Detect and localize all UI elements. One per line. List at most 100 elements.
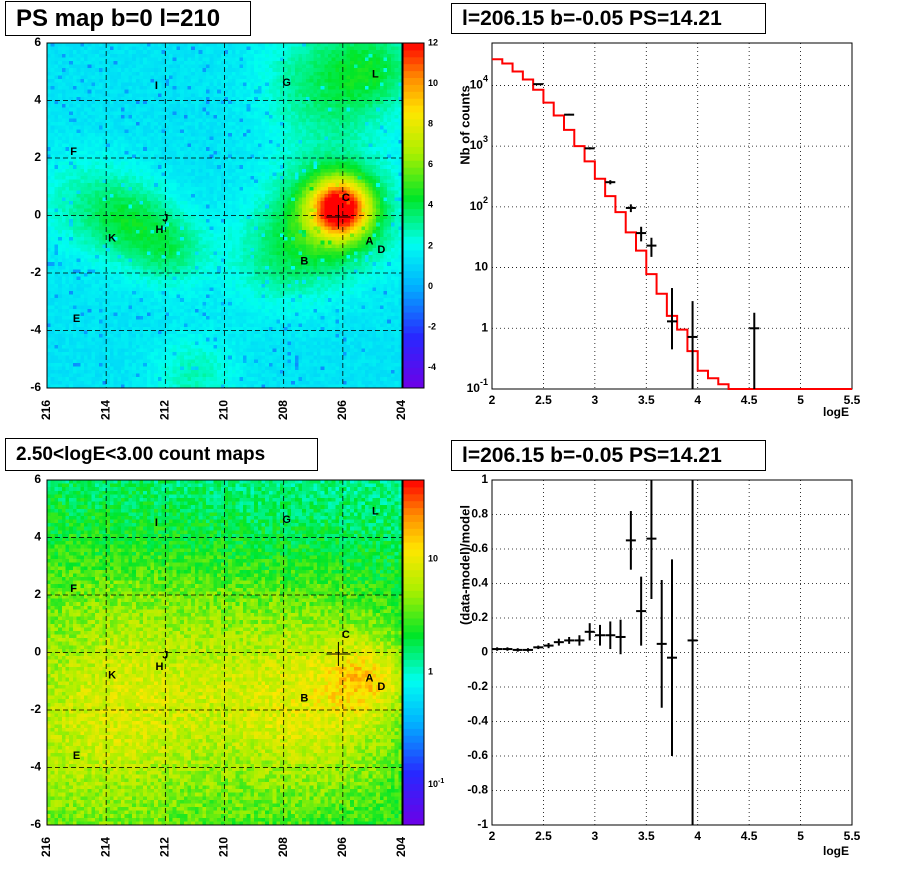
source-label-J: J bbox=[162, 212, 168, 224]
colorbar-cell bbox=[403, 181, 424, 189]
colorbar-cell bbox=[403, 569, 424, 578]
colorbar-cell bbox=[403, 514, 424, 522]
colorbar-cell bbox=[403, 493, 424, 502]
x-tick-label: 2.5 bbox=[535, 829, 552, 843]
colorbar-cell bbox=[403, 229, 424, 237]
x-tick-label: 2 bbox=[489, 829, 496, 843]
colorbar-cell bbox=[403, 263, 424, 272]
colorbar-tick-label: 1 bbox=[428, 667, 433, 677]
source-label-C: C bbox=[342, 192, 350, 204]
x-tick-label: 212 bbox=[158, 400, 172, 420]
y-tick-label: -0.4 bbox=[467, 714, 488, 728]
residual-title: l=206.15 b=-0.05 PS=14.21 bbox=[451, 440, 766, 471]
colorbar-cell bbox=[403, 549, 424, 557]
colorbar-cell bbox=[403, 112, 424, 120]
colorbar-tick-label: -2 bbox=[428, 321, 436, 331]
colorbar-cell bbox=[403, 776, 424, 785]
colorbar-cell bbox=[403, 153, 424, 161]
colorbar-cell bbox=[403, 208, 424, 216]
colorbar-cell bbox=[403, 118, 424, 127]
source-label-B: B bbox=[300, 692, 308, 704]
colorbar-cell bbox=[403, 49, 424, 58]
colorbar-cell bbox=[403, 174, 424, 182]
colorbar-cell bbox=[403, 666, 424, 674]
colorbar-cell bbox=[403, 507, 424, 515]
y-tick-label: -0.8 bbox=[467, 783, 488, 797]
source-label-K: K bbox=[108, 232, 116, 244]
source-label-L: L bbox=[372, 506, 379, 518]
source-label-E: E bbox=[73, 313, 80, 325]
x-axis-label: logE bbox=[823, 844, 849, 858]
x-tick-label: 5 bbox=[797, 393, 804, 407]
x-tick-label: 4 bbox=[694, 393, 701, 407]
colorbar-cell bbox=[403, 714, 424, 722]
colorbar-cell bbox=[403, 222, 424, 230]
colorbar-tick-label: 2 bbox=[428, 240, 433, 250]
x-tick-label: 4.5 bbox=[741, 829, 758, 843]
colorbar-cell bbox=[403, 652, 424, 660]
colorbar-cell bbox=[403, 562, 424, 571]
y-tick-label: 4 bbox=[34, 530, 41, 544]
colorbar-cell bbox=[403, 91, 424, 99]
colorbar-cell bbox=[403, 804, 424, 812]
x-tick-label: 206 bbox=[335, 400, 349, 420]
colorbar-cell bbox=[403, 332, 424, 341]
colorbar-cell bbox=[403, 707, 424, 716]
colorbar-cell bbox=[403, 312, 424, 320]
colorbar-cell bbox=[403, 618, 424, 626]
colorbar-frame bbox=[402, 42, 425, 389]
y-tick-label: -4 bbox=[30, 760, 41, 774]
y-tick-label: 2 bbox=[34, 150, 41, 164]
colorbar-cell bbox=[403, 56, 424, 65]
y-tick-label: 102 bbox=[470, 195, 488, 213]
colorbar-cell bbox=[403, 360, 424, 368]
x-axis-label: logE bbox=[823, 405, 849, 419]
colorbar-cell bbox=[403, 818, 424, 826]
colorbar-tick-label: 10 bbox=[428, 78, 438, 88]
colorbar-cell bbox=[403, 63, 424, 72]
colorbar-cell bbox=[403, 132, 424, 141]
colorbar-tick-label: 10-1 bbox=[428, 778, 444, 790]
colorbar-cell bbox=[403, 769, 424, 778]
y-tick-label: -2 bbox=[30, 265, 41, 279]
colorbar-cell bbox=[403, 673, 424, 681]
colorbar-cell bbox=[403, 645, 424, 653]
source-label-A: A bbox=[365, 672, 373, 684]
colorbar-cell bbox=[403, 597, 424, 605]
colorbar-cell bbox=[403, 146, 424, 154]
source-label-D: D bbox=[377, 681, 385, 693]
y-tick-label: -2 bbox=[30, 702, 41, 716]
colorbar-cell bbox=[403, 70, 424, 78]
colorbar-cell bbox=[403, 236, 424, 244]
count-map-title: 2.50<logE<3.00 count maps bbox=[5, 438, 318, 471]
y-tick-label: 10-1 bbox=[467, 377, 488, 395]
colorbar-cell bbox=[403, 749, 424, 757]
x-tick-label: 204 bbox=[394, 400, 408, 420]
source-label-L: L bbox=[372, 69, 379, 81]
y-tick-label: -4 bbox=[30, 323, 41, 337]
colorbar-cell bbox=[403, 325, 424, 334]
colorbar-cell bbox=[403, 687, 424, 695]
colorbar-cell bbox=[403, 353, 424, 361]
colorbar-cell bbox=[403, 298, 424, 306]
colorbar-tick-label: -4 bbox=[428, 362, 436, 372]
colorbar-cell bbox=[403, 367, 424, 375]
colorbar-cell bbox=[403, 638, 424, 647]
colorbar-cell bbox=[403, 590, 424, 598]
colorbar-cell bbox=[403, 291, 424, 299]
colorbar-cell bbox=[403, 735, 424, 743]
colorbar-cell bbox=[403, 693, 424, 702]
source-label-F: F bbox=[70, 146, 77, 158]
x-tick-label: 2.5 bbox=[535, 393, 552, 407]
colorbar-cell bbox=[403, 105, 424, 113]
colorbar-cell bbox=[403, 583, 424, 591]
source-label-I: I bbox=[155, 80, 158, 92]
x-tick-label: 3 bbox=[592, 829, 599, 843]
colorbar-cell bbox=[403, 381, 424, 389]
colorbar-cell bbox=[403, 160, 424, 168]
y-tick-label: -6 bbox=[30, 380, 41, 394]
colorbar-cell bbox=[403, 346, 424, 354]
x-tick-label: 5.5 bbox=[844, 393, 861, 407]
source-label-F: F bbox=[70, 583, 77, 595]
